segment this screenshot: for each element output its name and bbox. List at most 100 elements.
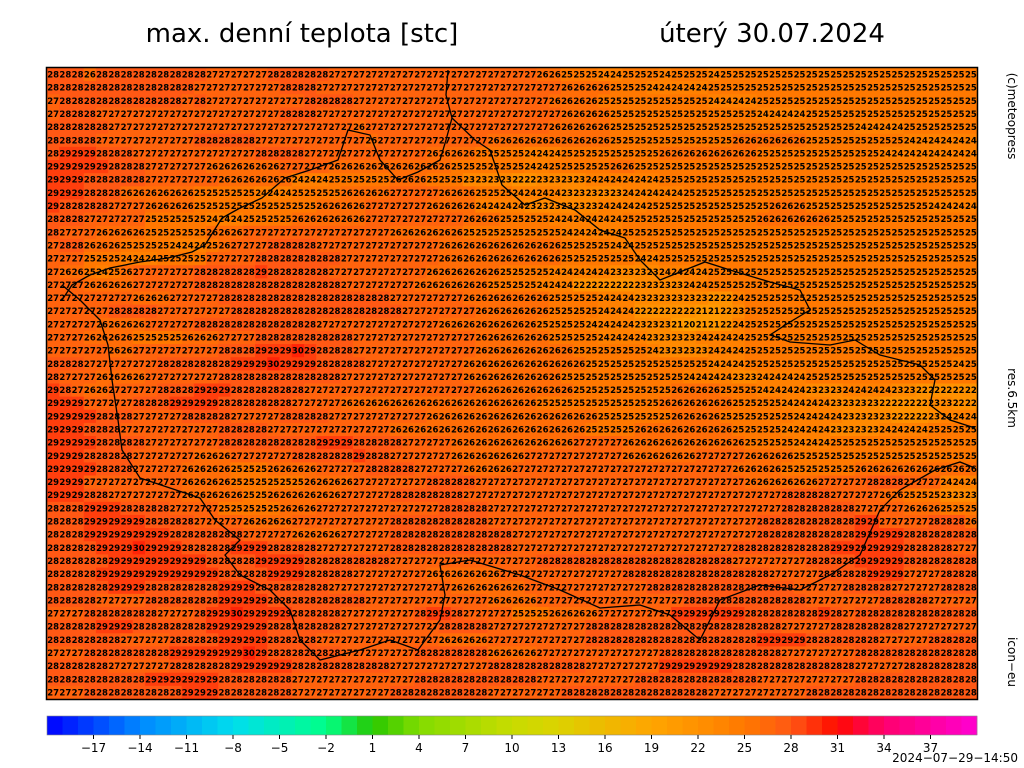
temperature-value: 28: [292, 307, 304, 317]
temperature-value: 25: [916, 320, 928, 330]
temperature-value: 25: [561, 373, 573, 383]
temperature-value: 25: [292, 202, 304, 212]
temperature-value: 26: [769, 452, 781, 462]
temperature-value: 25: [708, 241, 720, 251]
temperature-value: 27: [365, 215, 377, 225]
temperature-value: 28: [133, 439, 145, 449]
temperature-value: 26: [732, 439, 744, 449]
temperature-value: 25: [586, 426, 598, 436]
temperature-value: 22: [512, 176, 524, 186]
temperature-value: 24: [928, 149, 940, 159]
temperature-value: 25: [610, 84, 622, 94]
temperature-value: 27: [353, 478, 365, 488]
temperature-value: 25: [953, 452, 965, 462]
temperature-value: 26: [427, 399, 439, 409]
temperature-value: 25: [635, 412, 647, 422]
temperature-value: 26: [671, 149, 683, 159]
temperature-value: 25: [879, 163, 891, 173]
temperature-cell: [291, 120, 305, 135]
temperature-value: 26: [586, 110, 598, 120]
temperature-value: 26: [561, 426, 573, 436]
temperature-value: 26: [108, 241, 120, 251]
temperature-cell: [646, 68, 660, 82]
temperature-value: 24: [610, 294, 622, 304]
temperature-value: 25: [684, 97, 696, 107]
temperature-value: 27: [512, 491, 524, 501]
temperature-cell: [560, 107, 574, 121]
temperature-cell: [352, 68, 366, 82]
temperature-cell: [157, 94, 170, 108]
temperature-value: 26: [108, 320, 120, 330]
temperature-value: 25: [806, 281, 818, 291]
temperature-value: 26: [879, 465, 891, 475]
temperature-value: 28: [170, 386, 182, 396]
temperature-value: 24: [818, 399, 830, 409]
temperature-cell: [622, 94, 635, 108]
temperature-value: 26: [684, 412, 696, 422]
temperature-value: 27: [84, 347, 96, 357]
temperature-value: 26: [586, 97, 598, 107]
temperature-value: 25: [684, 176, 696, 186]
temperature-cell: [952, 94, 966, 108]
temperature-value: 25: [843, 307, 855, 317]
temperature-value: 25: [439, 176, 451, 186]
temperature-value: 23: [855, 399, 867, 409]
temperature-cell: [891, 107, 904, 121]
temperature-value: 26: [96, 373, 108, 383]
temperature-value: 25: [794, 176, 806, 186]
temperature-value: 28: [206, 268, 218, 278]
temperature-value: 26: [684, 439, 696, 449]
temperature-value: 25: [586, 307, 598, 317]
temperature-value: 28: [378, 465, 390, 475]
temperature-value: 26: [121, 347, 133, 357]
temperature-value: 26: [524, 386, 536, 396]
temperature-value: 26: [121, 228, 133, 238]
temperature-value: 26: [427, 281, 439, 291]
temperature-value: 29: [194, 399, 206, 409]
temperature-value: 23: [732, 307, 744, 317]
temperature-cell: [499, 68, 513, 82]
temperature-value: 25: [635, 97, 647, 107]
temperature-cell: [964, 107, 978, 121]
temperature-value: 24: [794, 110, 806, 120]
temperature-cell: [316, 107, 329, 121]
temperature-value: 27: [378, 110, 390, 120]
temperature-value: 27: [414, 360, 426, 370]
temperature-value: 25: [855, 347, 867, 357]
temperature-value: 25: [500, 215, 512, 225]
temperature-value: 28: [96, 84, 108, 94]
temperature-value: 27: [280, 136, 292, 146]
temperature-value: 23: [610, 189, 622, 199]
temperature-value: 26: [341, 215, 353, 225]
temperature-cell: [169, 107, 183, 121]
temperature-value: 27: [47, 110, 59, 120]
temperature-value: 25: [745, 412, 757, 422]
temperature-value: 25: [451, 163, 463, 173]
temperature-value: 25: [769, 84, 781, 94]
temperature-value: 25: [928, 426, 940, 436]
temperature-value: 28: [341, 333, 353, 343]
temperature-value: 26: [108, 228, 120, 238]
temperature-value: 26: [732, 136, 744, 146]
temperature-value: 25: [781, 360, 793, 370]
temperature-value: 26: [451, 202, 463, 212]
temperature-value: 28: [231, 426, 243, 436]
temperature-value: 27: [59, 347, 71, 357]
temperature-value: 28: [243, 399, 255, 409]
temperature-value: 25: [659, 228, 671, 238]
temperature-value: 27: [182, 307, 194, 317]
temperature-value: 24: [928, 202, 940, 212]
temperature-value: 25: [940, 255, 952, 265]
temperature-value: 28: [255, 320, 267, 330]
temperature-value: 26: [121, 268, 133, 278]
temperature-value: 25: [757, 71, 769, 81]
temperature-value: 27: [843, 478, 855, 488]
temperature-value: 27: [573, 452, 585, 462]
temperature-cell: [475, 68, 488, 82]
temperature-value: 27: [121, 399, 133, 409]
temperature-cell: [707, 120, 721, 135]
temperature-value: 27: [243, 255, 255, 265]
temperature-value: 25: [867, 136, 879, 146]
temperature-value: 27: [133, 360, 145, 370]
temperature-value: 26: [671, 452, 683, 462]
